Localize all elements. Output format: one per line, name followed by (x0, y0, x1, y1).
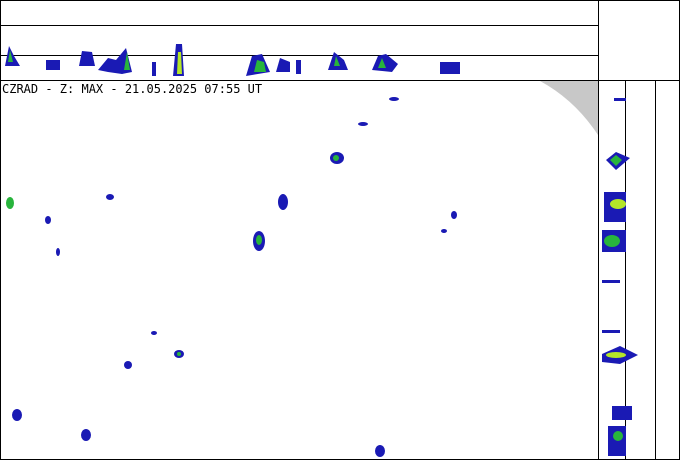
echo (276, 58, 290, 72)
echo (56, 248, 60, 256)
echo (46, 60, 60, 70)
radar-echoes (6, 97, 457, 457)
echo (451, 211, 457, 219)
echo (177, 52, 182, 74)
echo (610, 199, 626, 209)
title: CZRAD - Z: MAX - 21.05.2025 07:55 UT (2, 82, 262, 96)
echo (278, 194, 288, 210)
echo (358, 122, 368, 126)
echo (296, 60, 301, 74)
echo (606, 352, 626, 358)
echo (124, 361, 132, 369)
echo (8, 50, 13, 62)
echo (602, 280, 620, 283)
echo (152, 62, 156, 76)
out-of-range (540, 81, 598, 135)
echo (614, 98, 626, 101)
echo (256, 235, 262, 245)
echo (12, 409, 22, 421)
echo (6, 197, 14, 209)
echo (602, 330, 620, 333)
echo (612, 406, 632, 420)
echo (98, 48, 132, 74)
echo (378, 58, 386, 68)
echo (608, 426, 626, 456)
echo (151, 331, 157, 335)
echo (613, 431, 623, 441)
echo (45, 216, 51, 224)
side-profile-top (5, 44, 460, 76)
echo (604, 235, 620, 247)
echo (124, 52, 130, 70)
echo (375, 445, 385, 457)
side-profile-right (602, 98, 638, 456)
echo (389, 97, 399, 101)
echo (81, 429, 91, 441)
echo (333, 155, 339, 161)
echo (440, 62, 460, 74)
echo (177, 352, 181, 356)
echo (79, 51, 95, 66)
echo (441, 229, 447, 233)
echo (610, 155, 622, 166)
echo (254, 60, 266, 72)
echo (106, 194, 114, 200)
echo (334, 56, 340, 66)
